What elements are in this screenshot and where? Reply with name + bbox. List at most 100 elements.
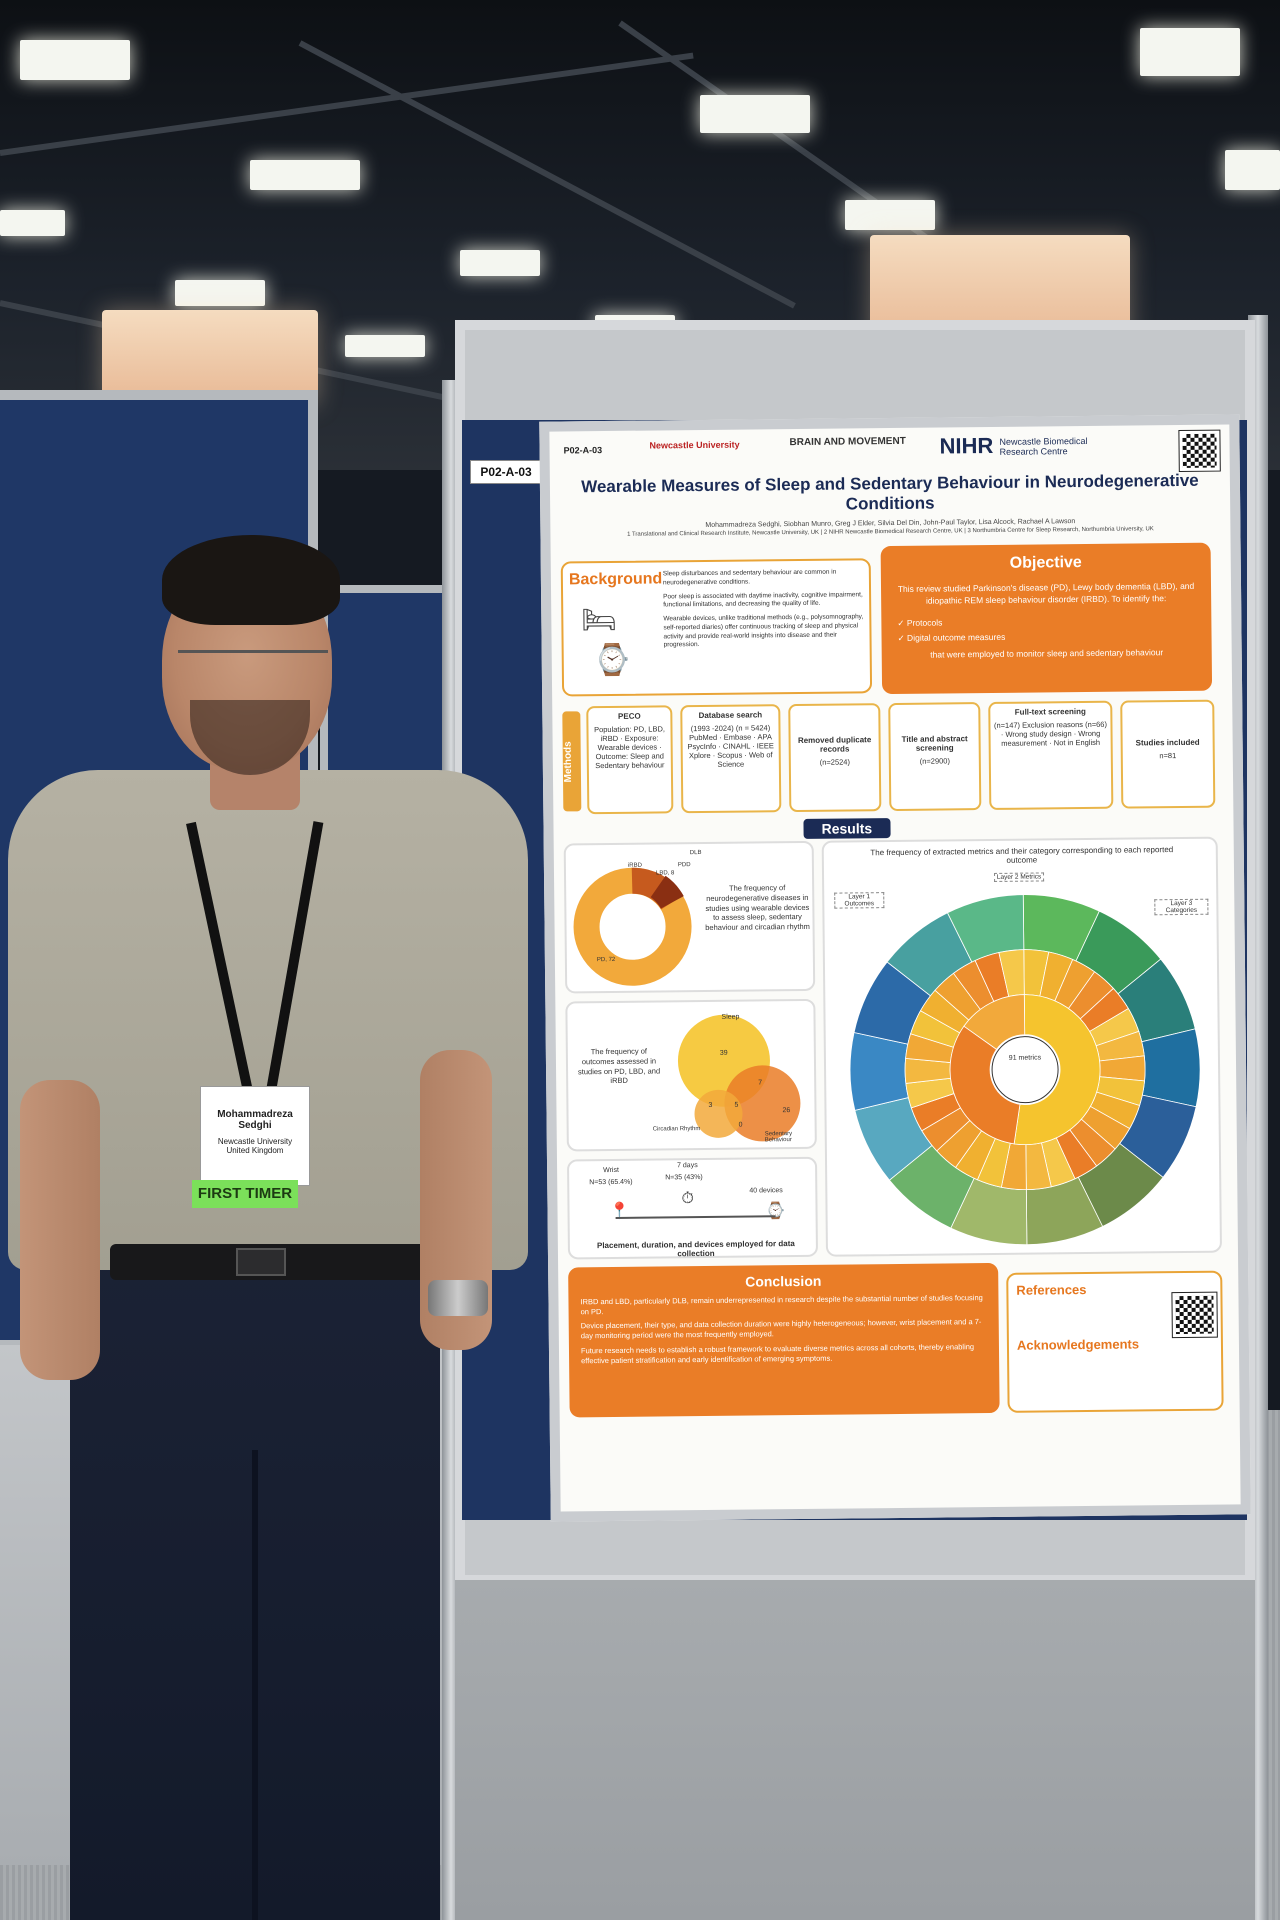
background-section: Background 🛏 ⌚ Sleep disturbances and se… xyxy=(560,558,873,697)
person-leg-gap xyxy=(252,1450,258,1920)
conclusion-section: Conclusion IRBD and LBD, particularly DL… xyxy=(568,1262,1000,1418)
eyeglasses xyxy=(178,650,328,678)
logo-newcastle: Newcastle University xyxy=(649,439,740,451)
logo-nbrc: Newcastle Biomedical Research Centre xyxy=(999,435,1088,457)
placement-label: 40 devices xyxy=(749,1187,783,1195)
venn-label: 39 xyxy=(719,1049,728,1057)
venn-label: 7 xyxy=(758,1079,763,1087)
conclusion-bullet: IRBD and LBD, particularly DLB, remain u… xyxy=(580,1293,983,1317)
results-heading: Results xyxy=(803,818,891,839)
person-left-arm xyxy=(20,1080,100,1380)
results-panel-3: Wrist N=53 (65.4%) 7 days N=35 (43%) 40 … xyxy=(566,1156,819,1260)
sunburst-segment xyxy=(1141,1028,1201,1108)
donut-label-irbd: iRBD xyxy=(627,862,642,869)
objective-section: Objective This review studied Parkinson'… xyxy=(880,542,1213,695)
ceiling-light xyxy=(175,280,265,306)
ceiling-light xyxy=(460,250,540,276)
method-step-included: Studies included n=81 xyxy=(1120,699,1216,809)
placement-label: Wrist xyxy=(603,1166,619,1175)
results-panel-1: PD, 72 iRBD LBD, 8 PDD DLB The frequency… xyxy=(563,840,816,994)
panel2-caption: The frequency of outcomes assessed in st… xyxy=(577,1046,661,1086)
qr-code-top xyxy=(1178,429,1221,473)
background-bullets: Sleep disturbances and sedentary behavio… xyxy=(663,568,864,650)
sunburst-segment xyxy=(963,994,1026,1050)
sunburst-layer-label: Layer 2 Metrics xyxy=(994,872,1045,882)
logo-nihr: NIHR xyxy=(939,432,994,459)
donut-label-pdd: PDD xyxy=(677,862,691,869)
first-timer-ribbon: FIRST TIMER xyxy=(192,1180,298,1208)
conclusion-bullet: Future research needs to establish a rob… xyxy=(580,1341,975,1365)
conclusion-bullet: Device placement, their type, and data c… xyxy=(580,1317,982,1341)
placement-label: N=35 (43%) xyxy=(665,1174,703,1182)
sunburst-layer-label: Layer 3 Categories xyxy=(1154,898,1209,916)
watch-device-icon: ⌚ xyxy=(765,1203,786,1221)
method-step-peco: PECO Population: PD, LBD, iRBD · Exposure… xyxy=(586,705,674,815)
placement-label: 7 days xyxy=(677,1162,698,1170)
board-id-label: P02-A-03 xyxy=(470,460,542,484)
donut-label-dlb: DLB xyxy=(689,850,702,857)
venn-label: Sleep xyxy=(721,1013,740,1021)
watch-icon: ⌚ xyxy=(593,643,632,678)
ceiling-light xyxy=(345,335,425,357)
badge-country: United Kingdom xyxy=(226,1146,284,1155)
timeline-line xyxy=(615,1215,776,1219)
results-panel-4: The frequency of extracted metrics and t… xyxy=(821,836,1222,1257)
sunburst-center xyxy=(991,1036,1059,1104)
research-poster: P02-A-03 Newcastle University BRAIN AND … xyxy=(539,414,1251,1522)
donut-label-pd: PD, 72 xyxy=(596,956,616,964)
objective-heading: Objective xyxy=(1009,554,1082,572)
name-badge: Mohammadreza Sedghi Newcastle University… xyxy=(200,1086,310,1186)
outcome-venn-diagram xyxy=(677,1014,801,1142)
venn-label: 3 xyxy=(708,1101,713,1109)
ceiling-light xyxy=(1140,28,1240,76)
background-bullet: Sleep disturbances and sedentary behavio… xyxy=(662,568,837,587)
background-bullet: Wearable devices, unlike traditional met… xyxy=(663,613,864,649)
panel1-caption: The frequency of neurodegenerative disea… xyxy=(705,883,810,932)
objective-text: This review studied Parkinson's disease … xyxy=(897,580,1195,606)
pendant-lamp xyxy=(102,310,318,405)
panel3-caption: Placement, duration, and devices employe… xyxy=(596,1239,795,1259)
method-step-fulltext: Full-text screening (n=147) Exclusion rea… xyxy=(988,700,1114,811)
background-bullet: Poor sleep is associated with daytime in… xyxy=(663,590,863,609)
bed-icon: 🛏 xyxy=(581,603,618,636)
venn-label: 26 xyxy=(782,1107,791,1115)
panel4-caption: The frequency of extracted metrics and t… xyxy=(870,845,1174,865)
sunburst-segment xyxy=(1013,994,1101,1145)
placement-label: N=53 (65.4%) xyxy=(589,1178,633,1187)
venn-label: Circadian Rhythm xyxy=(652,1126,701,1133)
venn-label: 0 xyxy=(738,1121,743,1129)
results-panel-2: The frequency of outcomes assessed in st… xyxy=(565,998,817,1152)
ceiling-light xyxy=(700,95,810,133)
sunburst-segment xyxy=(949,1025,1021,1145)
metrics-sunburst-chart xyxy=(849,894,1201,1246)
sunburst-center-label: 91 metrics xyxy=(1008,1054,1042,1062)
method-step-screening: Title and abstract screening (n=2900) xyxy=(888,702,982,812)
sunburst-segment xyxy=(849,1032,909,1111)
ceiling-light xyxy=(845,200,935,230)
poster-id: P02-A-03 xyxy=(563,445,603,456)
objective-item: ✓ Digital outcome measures xyxy=(897,631,1006,644)
ceiling-light xyxy=(20,40,130,80)
belt-buckle xyxy=(236,1248,286,1276)
poster-title: Wearable Measures of Sleep and Sedentary… xyxy=(581,470,1199,514)
wristwatch xyxy=(428,1280,488,1316)
objective-footer: that were employed to monitor sleep and … xyxy=(930,647,1164,660)
donut-label-lbd: LBD, 8 xyxy=(655,870,675,877)
method-step-duplicates: Removed duplicate records (n=2524) xyxy=(788,703,882,813)
badge-name: Mohammadreza Sedghi xyxy=(217,1109,293,1131)
ceiling-light xyxy=(0,210,65,236)
disease-donut-chart xyxy=(573,867,692,986)
person-hair xyxy=(162,535,340,625)
methods-label: Methods xyxy=(562,711,582,812)
badge-org: Newcastle University xyxy=(217,1137,293,1146)
sunburst-layer-label: Layer 1 Outcomes xyxy=(834,892,885,909)
venn-label: Sedentary Behaviour xyxy=(764,1131,793,1144)
ceiling-light xyxy=(1225,150,1280,190)
venn-label: 5 xyxy=(734,1101,739,1109)
acknowledgements-heading: Acknowledgements xyxy=(1016,1336,1140,1353)
timer-icon: ⏱ xyxy=(681,1190,694,1208)
conclusion-heading: Conclusion xyxy=(745,1272,822,1290)
references-section: References Acknowledgements xyxy=(1006,1270,1224,1413)
logo-brain-movement: BRAIN AND MOVEMENT xyxy=(789,435,906,449)
ceiling-light xyxy=(250,160,360,190)
